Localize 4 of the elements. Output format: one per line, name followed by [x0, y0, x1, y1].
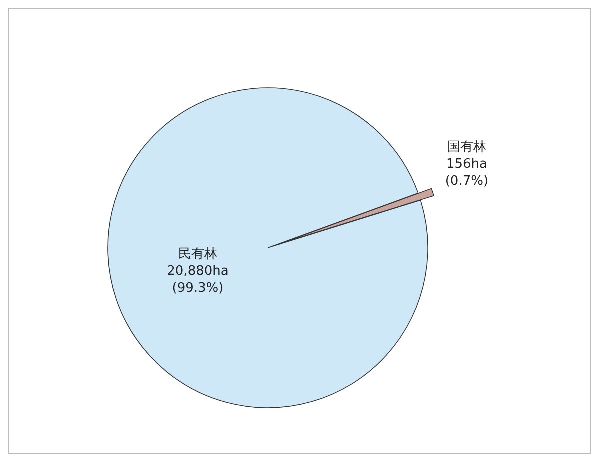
slice-label: 民有林: [178, 247, 218, 262]
data-label: 20,880ha (99.3%): [167, 264, 229, 296]
data-label: 156ha (0.7%): [445, 156, 489, 189]
slice-label: 国有林: [447, 140, 486, 155]
